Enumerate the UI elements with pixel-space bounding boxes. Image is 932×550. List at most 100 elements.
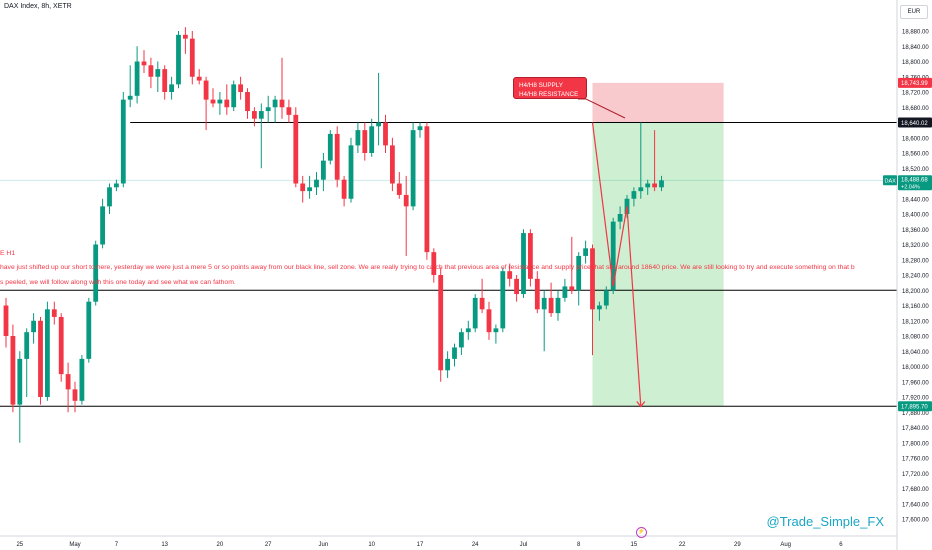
price-tick-label: 18,520.00 bbox=[902, 167, 929, 173]
horizontal-levels[interactable] bbox=[0, 121, 897, 407]
candle-body bbox=[603, 290, 609, 306]
candle-body bbox=[507, 271, 513, 279]
note-timeframe: E H1 bbox=[0, 250, 16, 257]
candle-body bbox=[265, 107, 271, 112]
price-tags: 18,743.99 18,640.02 17,895.70 18,488.68+2.0… bbox=[883, 77, 932, 412]
price-tick-label: 18,040.00 bbox=[902, 350, 929, 356]
candle-body bbox=[390, 145, 395, 184]
price-tick-label: 18,120.00 bbox=[902, 319, 929, 325]
price-tick-label: 18,600.00 bbox=[902, 136, 929, 142]
time-tick-label: Jun bbox=[319, 542, 329, 548]
candle-body bbox=[127, 95, 133, 100]
callout-line-1: H4/H8 SUPPLY bbox=[519, 82, 563, 89]
candle-body bbox=[38, 320, 43, 397]
candle-body bbox=[258, 111, 264, 119]
projection-line[interactable] bbox=[591, 122, 642, 407]
stop-price-tag bbox=[898, 77, 932, 88]
candle-body bbox=[576, 255, 582, 291]
candle-body bbox=[120, 99, 126, 184]
candle-body bbox=[203, 80, 209, 100]
price-tick-label: 18,240.00 bbox=[902, 274, 929, 280]
candle-body bbox=[493, 328, 499, 333]
price-tick-label: 18,000.00 bbox=[902, 365, 929, 371]
candle-body bbox=[217, 99, 223, 104]
price-tick-label: 18,080.00 bbox=[902, 335, 929, 341]
candle-body bbox=[321, 160, 326, 180]
price-tick-label: 17,760.00 bbox=[902, 457, 929, 463]
candle-body bbox=[376, 122, 381, 127]
projection-path[interactable] bbox=[578, 98, 646, 408]
time-tick-label: 20 bbox=[217, 542, 224, 548]
candle-body bbox=[3, 305, 9, 336]
time-tick-label: 22 bbox=[679, 542, 686, 548]
candle-body bbox=[396, 183, 402, 195]
candle-body bbox=[500, 271, 506, 329]
candle-body bbox=[362, 130, 368, 153]
candle-body bbox=[514, 278, 519, 295]
candle-body bbox=[245, 92, 250, 112]
note-line-1: have just shifted up our short to here, … bbox=[0, 264, 855, 271]
candle-body bbox=[548, 297, 554, 314]
candle-body bbox=[196, 76, 202, 81]
candle-body bbox=[638, 187, 644, 192]
candle-body bbox=[314, 179, 319, 188]
candle-body bbox=[176, 34, 181, 85]
price-tick-label: 18,720.00 bbox=[902, 91, 929, 97]
candle-body bbox=[597, 305, 602, 310]
candle-body bbox=[645, 183, 651, 188]
candle-body bbox=[17, 358, 23, 405]
supply-callout[interactable]: H4/H8 SUPPLY H4/H8 RESISTANCE bbox=[513, 77, 587, 99]
candle-body bbox=[383, 122, 388, 146]
candle-body bbox=[369, 126, 375, 153]
current-price-tag bbox=[898, 175, 932, 191]
candle-body bbox=[252, 111, 257, 119]
candle-body bbox=[403, 194, 409, 207]
price-tick-label: 18,320.00 bbox=[902, 243, 929, 249]
symbol-title[interactable]: DAX Index, 8h, XETR bbox=[4, 3, 72, 10]
price-tick-label: 17,720.00 bbox=[902, 472, 929, 478]
candle-body bbox=[631, 191, 637, 199]
price-axis[interactable]: 18,880.0018,840.0018,800.0018,760.0018,7… bbox=[896, 0, 929, 550]
candle-body bbox=[355, 130, 361, 146]
candle-body bbox=[300, 183, 306, 192]
price-tick-label: 18,800.00 bbox=[902, 60, 929, 66]
candle-body bbox=[465, 328, 471, 333]
price-tick-label: 18,840.00 bbox=[902, 45, 929, 51]
price-tick-label: 18,160.00 bbox=[902, 304, 929, 310]
time-tick-label: 29 bbox=[734, 542, 741, 548]
candle-body bbox=[424, 126, 430, 253]
stop-price-tag-text: 18,743.99 bbox=[901, 81, 928, 87]
price-tick-label: 17,600.00 bbox=[902, 518, 929, 524]
currency-button[interactable]: EUR bbox=[900, 5, 928, 19]
candle-body bbox=[272, 99, 278, 108]
candle-body bbox=[58, 316, 64, 375]
candle-body bbox=[659, 180, 664, 188]
candle-body bbox=[238, 84, 243, 92]
projection-arrowhead bbox=[636, 401, 646, 408]
candle-body bbox=[183, 34, 188, 39]
price-tick-label: 18,200.00 bbox=[902, 289, 929, 295]
candle-body bbox=[51, 309, 57, 317]
candle-body bbox=[610, 221, 616, 291]
callout-pointer bbox=[578, 98, 626, 119]
candle-body bbox=[231, 84, 237, 108]
candle-body bbox=[348, 145, 354, 199]
time-tick-label: 25 bbox=[16, 542, 23, 548]
tradingview-logo-icon[interactable]: ⚡ bbox=[636, 527, 647, 538]
price-tick-label: 17,960.00 bbox=[902, 380, 929, 386]
candle-body bbox=[590, 248, 595, 310]
candle-body bbox=[327, 133, 333, 161]
current-price-tag-text: 18,488.68 bbox=[901, 178, 928, 184]
price-tick-label: 18,280.00 bbox=[902, 258, 929, 264]
price-tick-label: 17,880.00 bbox=[902, 411, 929, 417]
price-tick-label: 17,640.00 bbox=[902, 502, 929, 508]
time-tick-label: 24 bbox=[472, 542, 479, 548]
candle-body bbox=[10, 336, 16, 405]
candle-body bbox=[555, 297, 561, 314]
candle-body bbox=[148, 65, 154, 77]
candle-body bbox=[521, 233, 526, 295]
time-axis[interactable]: 25 May 7 13 20 27 Jun 10 17 24 Jul 8 15 22 29 Aug 6 bbox=[0, 535, 897, 548]
candle-body bbox=[431, 252, 437, 275]
stop-loss-zone[interactable] bbox=[592, 82, 724, 123]
